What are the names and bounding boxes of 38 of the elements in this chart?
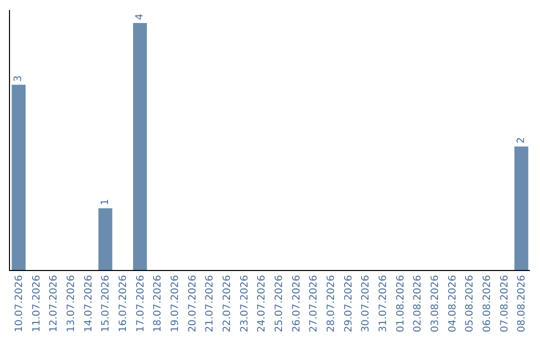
bar [133,23,147,270]
bar [12,84,26,270]
x-tick-label: 02.08.2026 [412,275,424,332]
x-tick-label: 30.07.2026 [360,275,372,332]
x-tick-label: 14.07.2026 [83,275,94,332]
x-tick-label: 19.07.2026 [170,275,181,332]
x-tick-label: 07.08.2026 [499,275,510,332]
x-tick-label: 27.07.2026 [308,275,320,332]
x-tick-label: 12.07.2026 [48,275,60,332]
x-tick-label: 10.07.2026 [14,275,25,332]
x-tick-label: 22.07.2026 [222,275,233,332]
x-tick-label: 16.07.2026 [118,275,129,332]
x-tick-label: 06.08.2026 [482,275,493,332]
x-tick-label: 11.07.2026 [31,275,42,332]
x-tick-label: 28.07.2026 [326,275,337,332]
data-label: 3 [13,75,24,82]
x-tick-label: 15.07.2026 [100,275,112,332]
x-tick-label: 24.07.2026 [256,275,268,332]
x-tick-label: 13.07.2026 [66,275,77,332]
x-tick-label: 01.08.2026 [395,275,406,332]
x-tick-label: 31.07.2026 [378,275,389,332]
data-label: 1 [100,198,111,206]
x-tick-label: 03.08.2026 [430,275,441,332]
bar [514,146,528,270]
data-label: 4 [134,14,146,20]
x-tick-label: 29.07.2026 [343,275,354,332]
x-tick-label: 08.08.2026 [516,275,528,332]
x-tick-label: 26.07.2026 [291,275,302,332]
x-tick-label: 25.07.2026 [274,275,285,332]
x-tick-label: 23.07.2026 [239,275,250,332]
bar [98,208,112,270]
x-tick-label: 20.07.2026 [187,275,198,332]
x-tick-label: 18.07.2026 [152,275,164,332]
x-tick-label: 04.08.2026 [447,275,458,332]
x-tick-label: 21.07.2026 [204,275,216,332]
x-tick-label: 05.08.2026 [464,275,476,332]
data-label: 2 [516,137,527,144]
x-tick-label: 17.07.2026 [135,275,146,332]
